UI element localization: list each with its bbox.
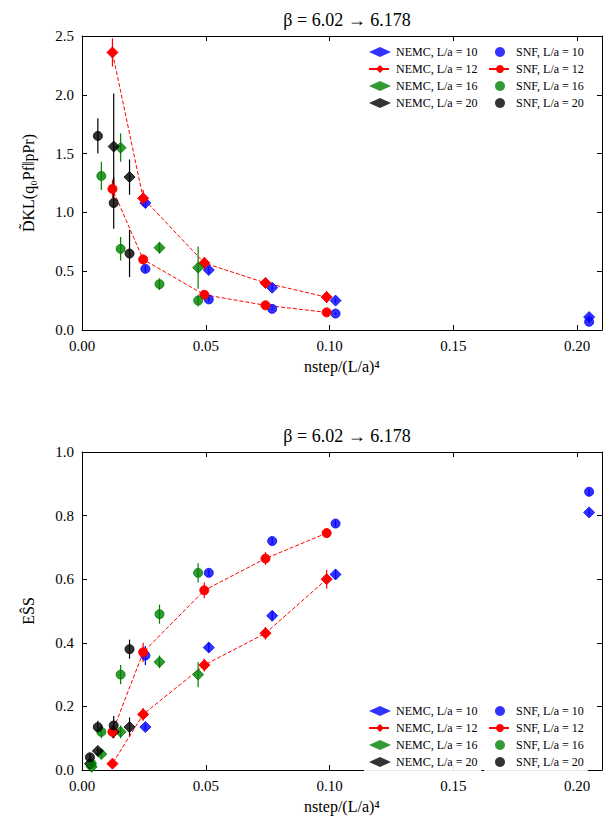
svg-text:2.5: 2.5 [55, 28, 74, 44]
svg-text:0.2: 0.2 [55, 698, 74, 714]
svg-text:0.15: 0.15 [440, 338, 466, 354]
svg-text:0.20: 0.20 [564, 338, 590, 354]
svg-text:D̃KL(q₀Pf‖pPr): D̃KL(q₀Pf‖pPr) [19, 134, 37, 232]
svg-text:NEMC, L/a = 16: NEMC, L/a = 16 [396, 79, 477, 93]
svg-text:0.10: 0.10 [316, 338, 342, 354]
svg-text:EŜS: EŜS [19, 597, 37, 625]
svg-text:0.5: 0.5 [55, 263, 74, 279]
svg-text:0.4: 0.4 [55, 635, 74, 651]
svg-text:SNF, L/a = 20: SNF, L/a = 20 [516, 96, 584, 110]
svg-text:SNF, L/a = 16: SNF, L/a = 16 [516, 79, 584, 93]
svg-text:0.15: 0.15 [440, 778, 466, 794]
svg-text:SNF, L/a = 12: SNF, L/a = 12 [516, 62, 584, 76]
svg-text:0.05: 0.05 [193, 778, 219, 794]
svg-text:1.0: 1.0 [55, 204, 74, 220]
svg-text:2.0: 2.0 [55, 87, 74, 103]
svg-text:β = 6.02 → 6.178: β = 6.02 → 6.178 [283, 426, 410, 446]
svg-text:0.0: 0.0 [55, 762, 74, 778]
svg-text:nstep/(L/a)⁴: nstep/(L/a)⁴ [304, 358, 380, 376]
svg-text:nstep/(L/a)⁴: nstep/(L/a)⁴ [304, 798, 380, 816]
svg-text:0.00: 0.00 [69, 778, 95, 794]
svg-text:SNF, L/a = 10: SNF, L/a = 10 [516, 704, 584, 718]
svg-text:0.00: 0.00 [69, 338, 95, 354]
svg-text:NEMC, L/a = 12: NEMC, L/a = 12 [396, 721, 477, 735]
svg-text:β = 6.02 → 6.178: β = 6.02 → 6.178 [283, 10, 410, 30]
svg-text:NEMC, L/a = 20: NEMC, L/a = 20 [396, 96, 477, 110]
svg-text:SNF, L/a = 12: SNF, L/a = 12 [516, 721, 584, 735]
svg-text:NEMC, L/a = 16: NEMC, L/a = 16 [396, 738, 477, 752]
svg-text:0.10: 0.10 [316, 778, 342, 794]
svg-text:NEMC, L/a = 10: NEMC, L/a = 10 [396, 45, 477, 59]
svg-text:NEMC, L/a = 10: NEMC, L/a = 10 [396, 704, 477, 718]
svg-text:0.8: 0.8 [55, 508, 74, 524]
svg-text:1.0: 1.0 [55, 444, 74, 460]
svg-text:SNF, L/a = 16: SNF, L/a = 16 [516, 738, 584, 752]
svg-text:NEMC, L/a = 20: NEMC, L/a = 20 [396, 755, 477, 769]
svg-text:SNF, L/a = 20: SNF, L/a = 20 [516, 755, 584, 769]
svg-text:0.20: 0.20 [564, 778, 590, 794]
svg-text:0.0: 0.0 [55, 322, 74, 338]
svg-text:0.6: 0.6 [55, 571, 74, 587]
svg-text:SNF, L/a = 10: SNF, L/a = 10 [516, 45, 584, 59]
svg-text:1.5: 1.5 [55, 146, 74, 162]
svg-text:NEMC, L/a = 12: NEMC, L/a = 12 [396, 62, 477, 76]
svg-text:0.05: 0.05 [193, 338, 219, 354]
